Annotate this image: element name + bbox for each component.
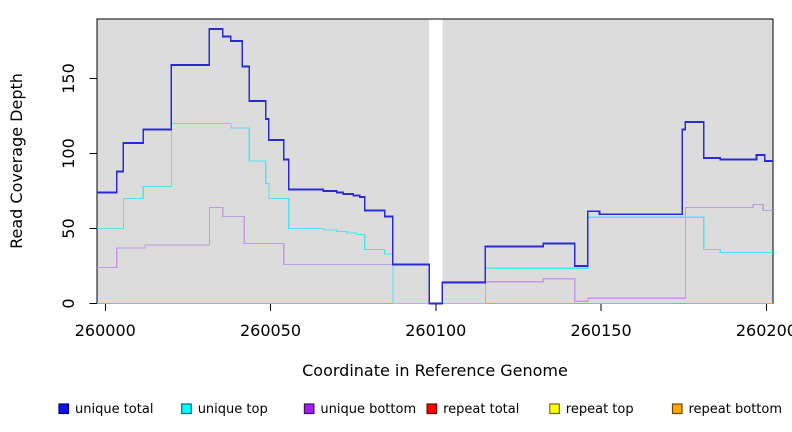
axes: 260000 260050 260100 260150 260200 0 50 100 150 xyxy=(59,63,792,340)
series-unique-top-line xyxy=(97,122,430,305)
series-lines xyxy=(97,28,773,305)
x-tick-label: 260150 xyxy=(571,321,632,340)
legend-swatch-repeat-bottom xyxy=(671,403,683,415)
legend-item-repeat-bottom: repeat bottom xyxy=(671,402,783,417)
legend-item-repeat-top: repeat top xyxy=(549,402,634,417)
legend-swatch-repeat-top xyxy=(549,403,560,415)
legend-item-unique-total: unique total xyxy=(58,402,153,417)
legend-label: repeat bottom xyxy=(689,402,783,417)
legend-swatch-unique-total xyxy=(58,403,70,415)
legend-label: unique total xyxy=(75,402,153,417)
x-tick-label: 260100 xyxy=(405,321,466,340)
x-axis-title: Coordinate in Reference Genome xyxy=(302,361,568,380)
legend-item-unique-top: unique top xyxy=(181,402,268,417)
series-unique-top-line xyxy=(442,216,773,305)
series-unique-total-line xyxy=(97,28,773,305)
legend-label: repeat total xyxy=(443,402,519,417)
legend-swatch-unique-top xyxy=(181,403,192,415)
legend-label: repeat top xyxy=(566,402,634,417)
x-tick-label: 260000 xyxy=(75,321,136,340)
y-tick-label: 0 xyxy=(59,298,78,308)
legend-item-unique-bottom: unique bottom xyxy=(303,402,416,417)
x-tick-label: 260050 xyxy=(240,321,301,340)
series-unique-bottom-line xyxy=(97,206,430,304)
legend-item-repeat-total: repeat total xyxy=(426,402,519,417)
legend: unique total unique top unique bottom repea… xyxy=(58,402,783,417)
plot-panel xyxy=(96,18,774,304)
y-tick-label: 50 xyxy=(59,218,78,238)
coverage-gap-band xyxy=(429,19,443,303)
series-unique-bottom-line xyxy=(442,203,773,302)
y-tick-label: 100 xyxy=(59,138,78,169)
y-tick-label: 150 xyxy=(59,63,78,94)
legend-swatch-unique-bottom xyxy=(303,403,315,415)
legend-swatch-repeat-total xyxy=(426,403,438,415)
legend-label: unique bottom xyxy=(320,402,416,417)
x-tick-label: 260200 xyxy=(736,321,792,340)
legend-label: unique top xyxy=(198,402,268,417)
y-axis-title: Read Coverage Depth xyxy=(7,73,26,249)
